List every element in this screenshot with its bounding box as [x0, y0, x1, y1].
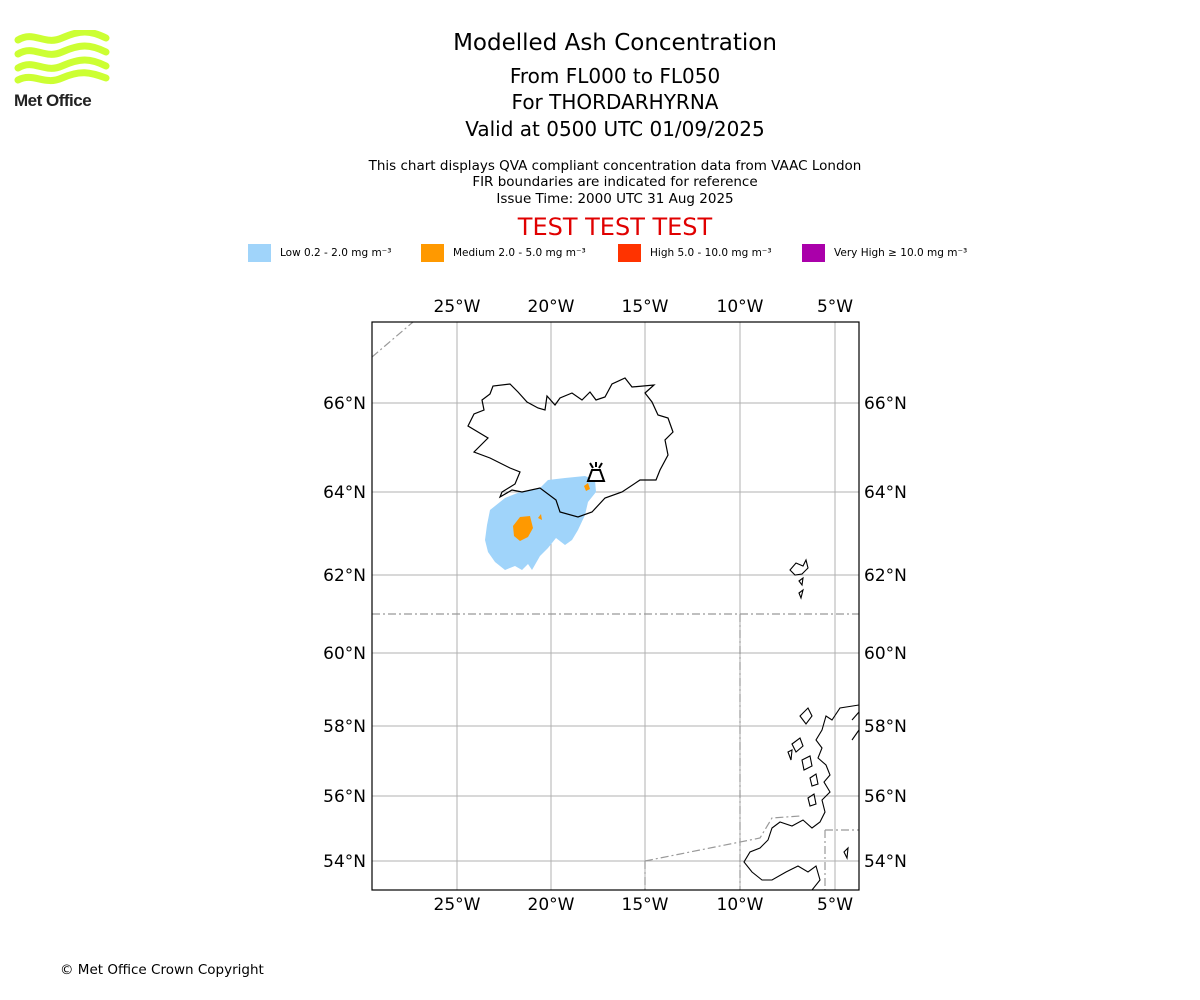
lon-ticks-top: 25°W 20°W 15°W 10°W 5°W [434, 297, 854, 317]
map-frame [371, 321, 860, 891]
lon-tick: 10°W [717, 297, 764, 317]
lat-tick: 56°N [323, 787, 366, 807]
gridlines [372, 322, 859, 890]
legend-label-high: High 5.0 - 10.0 mg m⁻³ [650, 247, 772, 259]
legend-item-medium: Medium 2.0 - 5.0 mg m⁻³ [421, 244, 586, 262]
lat-tick: 66°N [864, 394, 907, 414]
met-office-logo [14, 30, 110, 85]
flight-levels: From FL000 to FL050 [509, 64, 721, 88]
legend-swatch-very-high [802, 244, 825, 262]
lat-tick: 54°N [323, 852, 366, 872]
ash-medium-spot-2 [584, 483, 590, 491]
ash-medium-area [513, 516, 533, 541]
legend-label-very-high: Very High ≥ 10.0 mg m⁻³ [834, 247, 968, 259]
lat-tick: 64°N [864, 483, 907, 503]
lat-tick: 58°N [864, 717, 907, 737]
issue-time: Issue Time: 2000 UTC 31 Aug 2025 [496, 191, 734, 207]
british-isles-coastline [743, 704, 859, 890]
lat-tick: 60°N [323, 644, 366, 664]
ash-low-area [485, 476, 596, 570]
lat-tick: 62°N [323, 566, 366, 586]
legend-item-low: Low 0.2 - 2.0 mg m⁻³ [248, 244, 391, 262]
lon-tick: 10°W [717, 895, 764, 915]
lon-ticks-bottom: 25°W 20°W 15°W 10°W 5°W [434, 895, 854, 915]
chart-title: Modelled Ash Concentration [453, 30, 777, 56]
valid-time: Valid at 0500 UTC 01/09/2025 [465, 117, 765, 141]
lon-tick: 15°W [622, 895, 669, 915]
lon-tick: 20°W [528, 297, 575, 317]
logo-text: Met Office [14, 91, 92, 110]
lon-tick: 5°W [817, 297, 853, 317]
lat-tick: 58°N [323, 717, 366, 737]
lon-tick: 15°W [622, 297, 669, 317]
legend-item-high: High 5.0 - 10.0 mg m⁻³ [618, 244, 772, 262]
iceland-coastline [467, 377, 674, 518]
volcano-icon [586, 462, 606, 482]
lat-ticks-left: 66°N 64°N 62°N 60°N 58°N 56°N 54°N [323, 394, 366, 872]
volcano-name: For THORDARHYRNA [511, 90, 719, 114]
compliance-note: This chart displays QVA compliant concen… [368, 158, 862, 174]
lat-tick: 56°N [864, 787, 907, 807]
lat-tick: 62°N [864, 566, 907, 586]
fir-boundaries [372, 322, 859, 890]
lat-ticks-right: 66°N 64°N 62°N 60°N 58°N 56°N 54°N [864, 394, 907, 872]
lon-tick: 20°W [528, 895, 575, 915]
legend-swatch-low [248, 244, 271, 262]
lat-tick: 60°N [864, 644, 907, 664]
legend-item-very-high: Very High ≥ 10.0 mg m⁻³ [802, 244, 967, 262]
lon-tick: 25°W [434, 895, 481, 915]
lon-tick: 5°W [817, 895, 853, 915]
lat-tick: 54°N [864, 852, 907, 872]
legend-swatch-medium [421, 244, 444, 262]
lat-tick: 64°N [323, 483, 366, 503]
copyright: © Met Office Crown Copyright [60, 962, 264, 978]
legend-label-low: Low 0.2 - 2.0 mg m⁻³ [280, 247, 392, 259]
legend-swatch-high [618, 244, 641, 262]
fir-note: FIR boundaries are indicated for referen… [472, 174, 758, 190]
lat-tick: 66°N [323, 394, 366, 414]
legend-label-medium: Medium 2.0 - 5.0 mg m⁻³ [453, 247, 586, 259]
test-banner: TEST TEST TEST [517, 213, 713, 241]
faroe-islands [789, 558, 809, 600]
lon-tick: 25°W [434, 297, 481, 317]
ash-medium-spot-1 [538, 514, 542, 520]
